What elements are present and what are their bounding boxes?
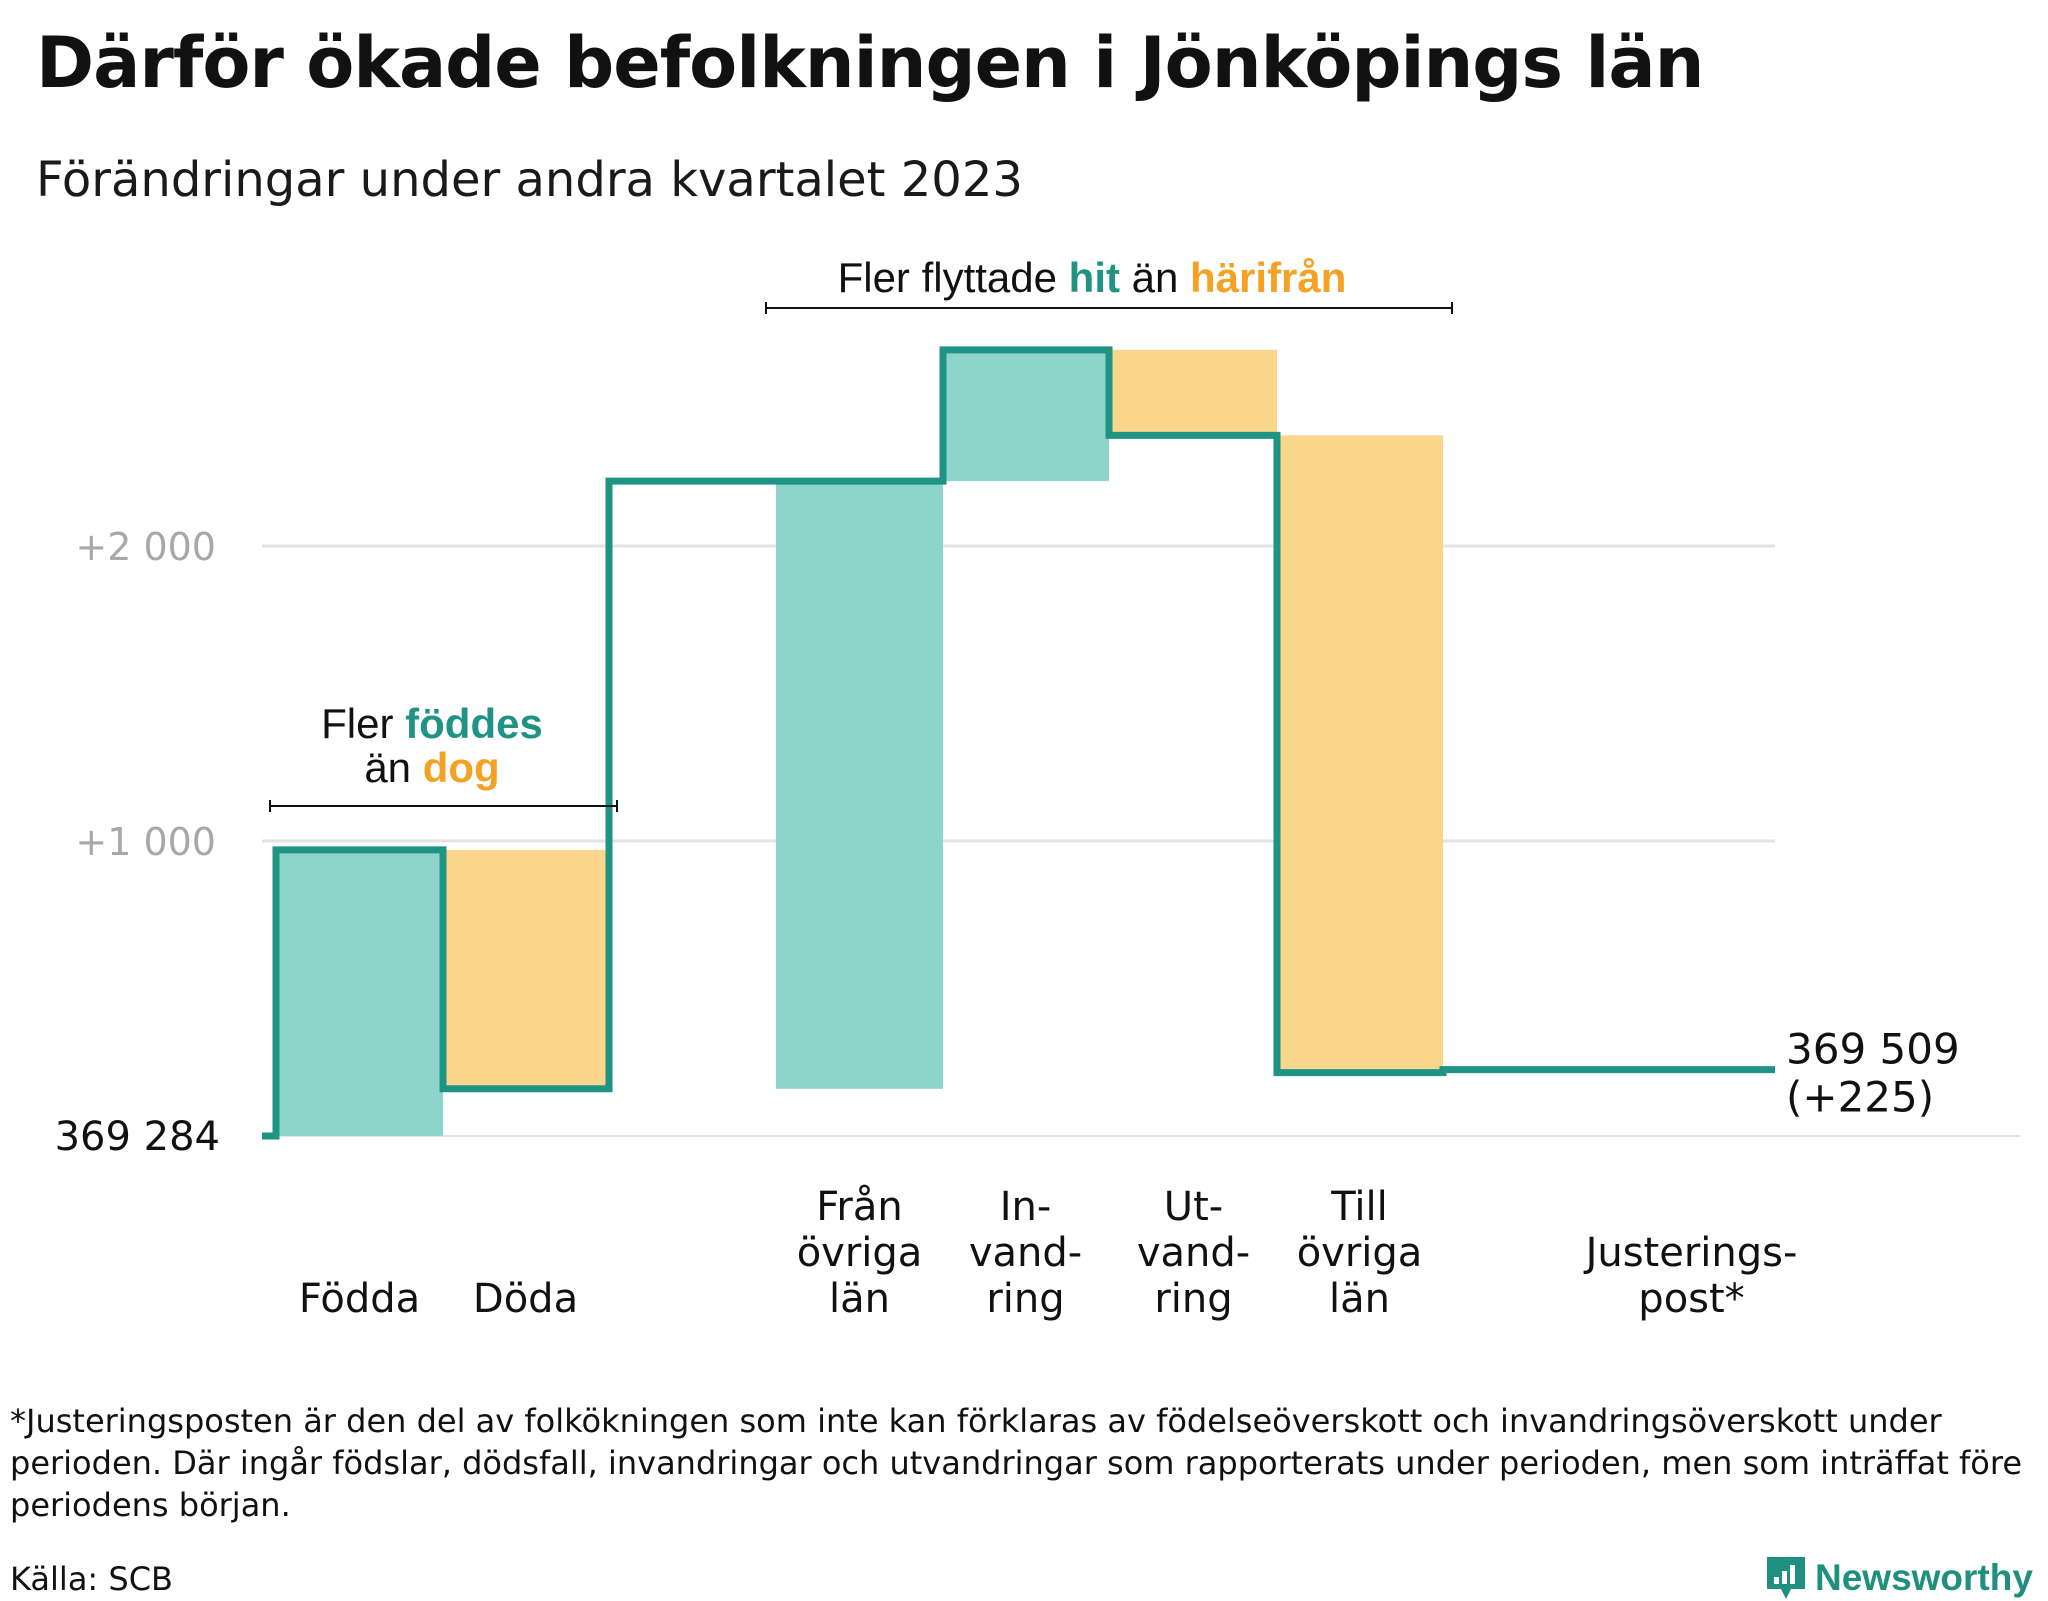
x-category-label: post* xyxy=(1638,1276,1744,1322)
end-value-label: 369 509 xyxy=(1786,1025,1960,1074)
newsworthy-icon xyxy=(1767,1557,1805,1599)
annotation-part: än xyxy=(364,744,422,791)
start-value-label: 369 284 xyxy=(55,1114,220,1160)
cumulative-step-line xyxy=(262,346,1775,1140)
x-category-label: län xyxy=(829,1276,890,1322)
annotation-births-line1: Fler föddes xyxy=(321,700,543,747)
x-category-label: vand- xyxy=(969,1230,1082,1276)
annotation-part: Fler flyttade xyxy=(838,254,1069,301)
x-category-label: län xyxy=(1329,1276,1390,1322)
brand-logo[interactable]: Newsworthy xyxy=(1765,1555,2033,1601)
annotation-part: dog xyxy=(423,744,500,791)
annotation-migration: Fler flyttade hit än härifrån xyxy=(838,254,1347,301)
brand-name: Newsworthy xyxy=(1815,1557,2033,1598)
x-category-label: ring xyxy=(986,1276,1064,1322)
x-category-label: övriga xyxy=(797,1230,923,1276)
annotation-part: än xyxy=(1120,254,1190,301)
x-category-label: Till xyxy=(1330,1184,1388,1230)
annotation-part: härifrån xyxy=(1190,254,1346,301)
net-change-label: (+225) xyxy=(1786,1073,1934,1122)
annotation-part: föddes xyxy=(405,700,543,747)
source-label: Källa: SCB xyxy=(10,1560,173,1598)
y-tick-label: +2 000 xyxy=(75,525,216,569)
x-category-label: In- xyxy=(1000,1184,1052,1230)
x-category-label: Ut- xyxy=(1164,1184,1223,1230)
x-category-label: övriga xyxy=(1297,1230,1423,1276)
chart-title: Därför ökade befolkningen i Jönköpings l… xyxy=(36,22,1704,104)
y-tick-label: +1 000 xyxy=(75,820,216,864)
bar xyxy=(442,849,609,1089)
x-category-label: ring xyxy=(1154,1276,1232,1322)
bar xyxy=(942,349,1109,482)
bar xyxy=(1276,435,1443,1073)
bar xyxy=(776,481,943,1089)
annotation-part: hit xyxy=(1069,254,1120,301)
x-category-label: Från xyxy=(816,1184,902,1230)
x-category-label: vand- xyxy=(1137,1230,1250,1276)
annotation-part: Fler xyxy=(321,700,405,747)
bar xyxy=(1110,349,1277,436)
footnote: *Justeringsposten är den del av folkökni… xyxy=(10,1402,2023,1524)
chart-subtitle: Förändringar under andra kvartalet 2023 xyxy=(36,152,1023,208)
annotation-births-line2: än dog xyxy=(364,744,499,791)
x-category-label: Födda xyxy=(299,1276,420,1322)
x-category-label: Justerings- xyxy=(1583,1230,1798,1276)
x-category-label: Döda xyxy=(473,1276,578,1322)
bar xyxy=(276,849,443,1136)
